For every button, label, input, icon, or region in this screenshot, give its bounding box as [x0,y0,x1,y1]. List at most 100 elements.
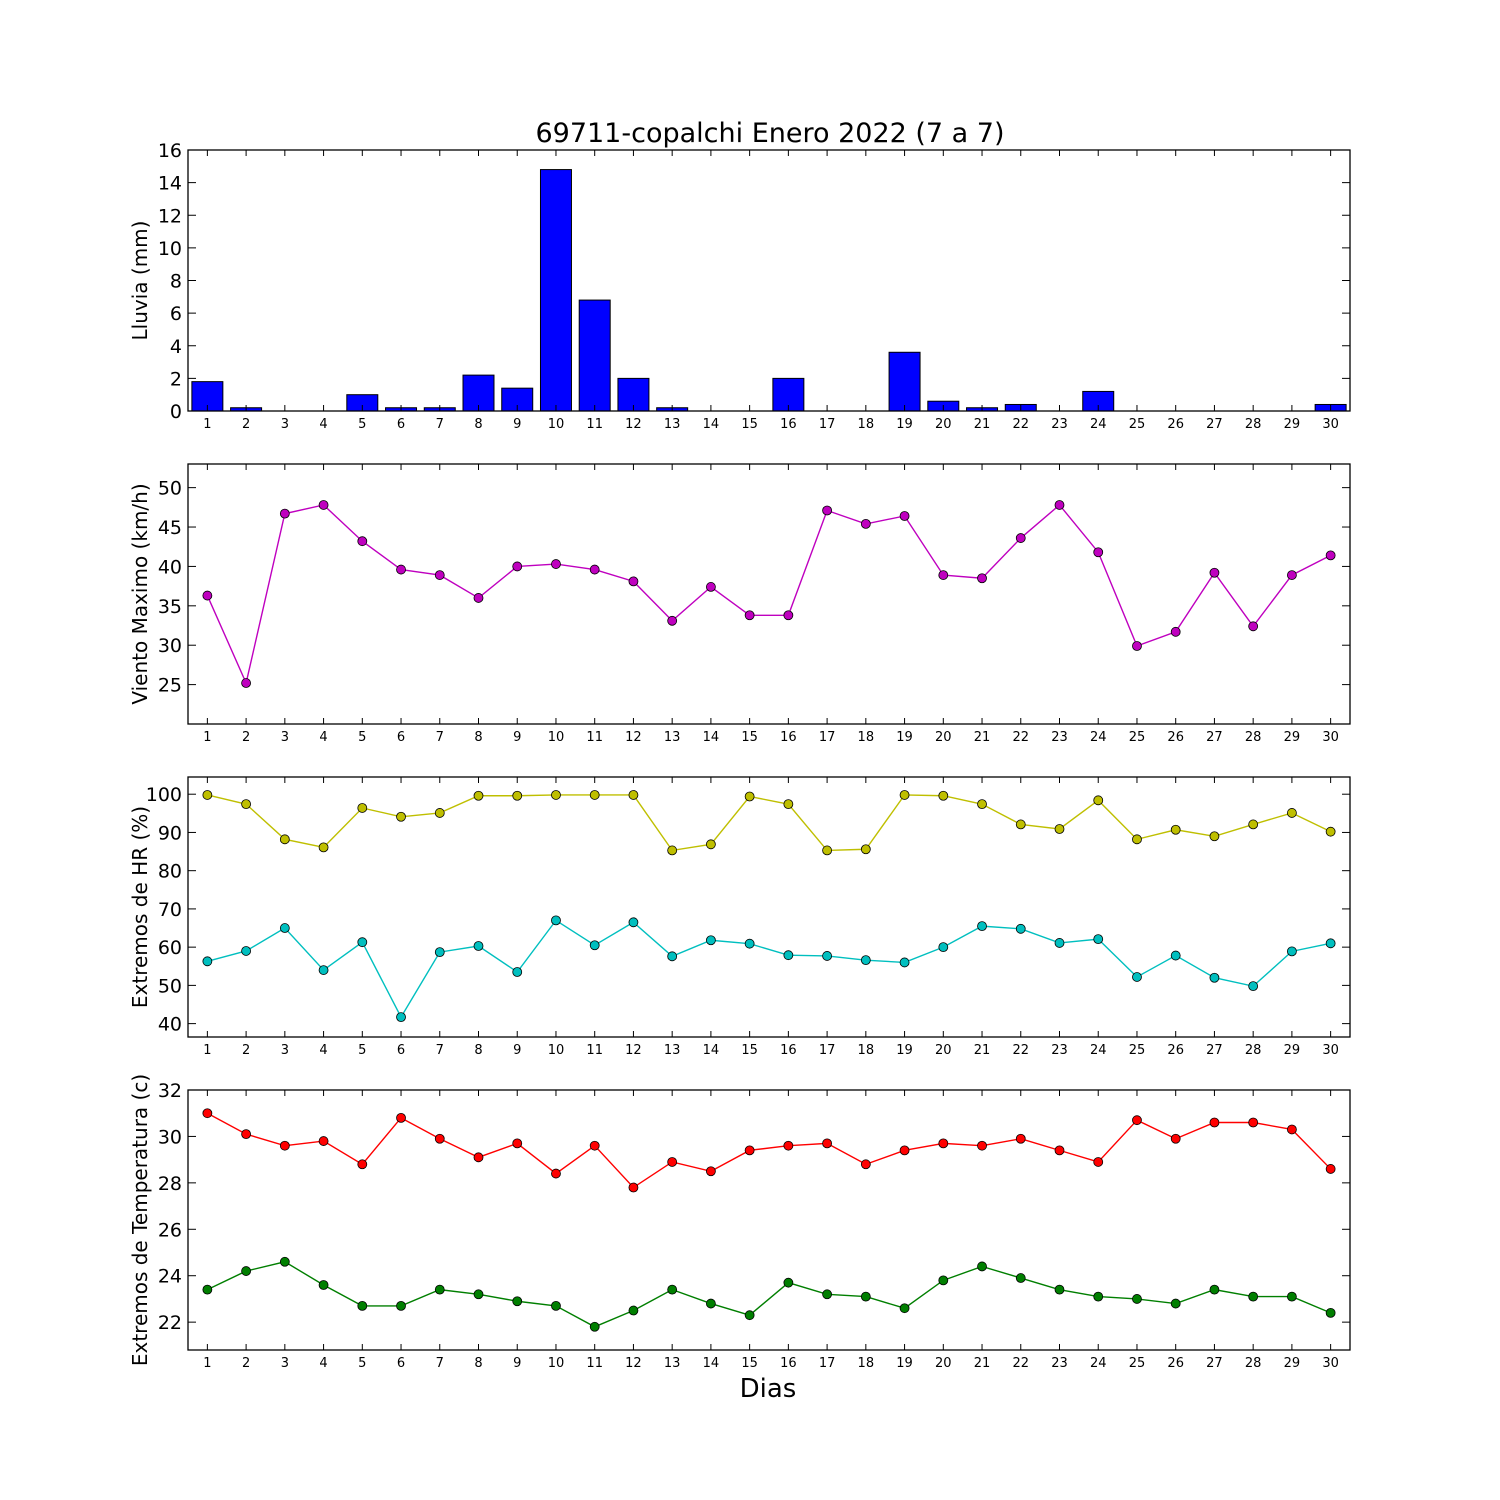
point-series1-day-9 [512,790,523,801]
axes-frame [187,776,1351,1038]
x-tick-label: 16 [780,730,797,745]
x-tick-label: 29 [1284,730,1301,745]
x-tick-label: 30 [1322,730,1339,745]
x-tick-label: 20 [935,1356,952,1371]
x-tick-label: 12 [625,730,642,745]
x-tick-label: 3 [281,730,289,745]
y-tick-label: 35 [158,596,182,618]
point-series1-day-5 [357,803,368,813]
point-series1-day-3 [279,508,290,519]
x-tick-label: 2 [242,1356,250,1371]
point-series2-day-17 [822,951,832,961]
x-tick-label: 1 [203,1356,211,1371]
series-line-1 [207,1112,1332,1189]
point-series2-day-14 [706,935,716,946]
point-series2-day-22 [1015,923,1026,934]
x-tick-label: 2 [242,1043,250,1058]
point-series2-day-11 [589,1321,600,1332]
point-series1-day-5 [357,536,368,547]
x-tick-label: 14 [703,1043,720,1058]
y-tick-label: 60 [158,937,182,959]
point-series2-day-14 [706,1298,716,1309]
x-tick-label: 4 [319,1043,327,1058]
x-tick-label: 21 [974,417,991,432]
point-series2-day-5 [357,937,368,948]
x-tick-label: 1 [203,730,211,745]
x-tick-label: 19 [896,417,913,432]
y-axis-label: Extremos de HR (%) [128,806,152,1008]
point-series1-day-25 [1132,834,1142,845]
y-tick-label: 100 [146,784,182,806]
x-tick-label: 9 [513,1043,521,1058]
point-series1-day-18 [860,844,871,855]
point-series1-day-6 [396,1112,406,1123]
x-tick-label: 17 [819,730,836,745]
x-tick-label: 27 [1206,1356,1223,1371]
axes-frame [187,1089,1351,1351]
x-tick-label: 21 [974,1043,991,1058]
y-tick-label: 26 [158,1219,182,1241]
x-tick-label: 26 [1167,1043,1184,1058]
x-tick-label: 8 [474,1356,482,1371]
point-series2-day-18 [860,955,871,966]
y-tick-label: 25 [158,675,182,697]
point-series2-day-23 [1054,938,1065,948]
x-tick-label: 12 [625,417,642,432]
point-series2-day-3 [279,1256,290,1267]
point-series1-day-23 [1054,824,1065,834]
point-series2-day-2 [241,946,252,956]
x-tick-label: 24 [1090,1043,1107,1058]
point-series2-day-3 [279,923,290,933]
point-series1-day-1 [202,1108,213,1119]
bar-day-11 [578,299,611,412]
x-tick-label: 8 [474,417,482,432]
x-tick-label: 7 [436,1356,444,1371]
x-tick-label: 15 [741,1356,758,1371]
x-tick-label: 11 [586,1043,603,1058]
series-line-1 [206,503,1331,686]
point-series1-day-27 [1209,567,1220,578]
x-tick-label: 28 [1245,417,1262,432]
point-series2-day-25 [1132,1294,1142,1304]
point-series1-day-13 [667,615,678,626]
point-series2-day-21 [977,921,987,932]
x-tick-label: 7 [436,1043,444,1058]
x-tick-label: 17 [819,417,836,432]
y-tick-label: 40 [158,556,182,578]
point-series1-day-27 [1209,831,1220,842]
point-series1-day-30 [1325,550,1336,561]
point-series1-day-25 [1132,641,1142,651]
x-tick-label: 8 [474,1043,482,1058]
y-tick-label: 40 [158,1014,182,1036]
point-series2-day-17 [822,1289,832,1300]
x-tick-label: 4 [319,1356,327,1371]
x-tick-label: 14 [703,417,720,432]
x-tick-label: 22 [1012,1043,1029,1058]
point-series1-day-9 [512,1138,523,1149]
x-tick-label: 7 [436,417,444,432]
point-series2-day-8 [473,941,484,951]
point-series2-day-24 [1093,1291,1104,1302]
y-tick-label: 30 [158,635,182,657]
x-tick-label: 20 [935,417,952,432]
point-series1-day-26 [1170,824,1181,835]
y-tick-label: 70 [158,899,182,921]
y-tick-label: 2 [170,368,182,390]
point-series2-day-21 [977,1261,987,1272]
x-tick-label: 6 [397,1356,405,1371]
x-tick-label: 13 [664,417,681,432]
point-series1-day-14 [706,839,716,850]
x-tick-label: 10 [548,417,565,432]
y-tick-label: 32 [158,1080,182,1102]
point-series1-day-16 [783,799,794,810]
x-tick-label: 28 [1245,1356,1262,1371]
point-series1-day-6 [396,564,406,575]
y-tick-label: 45 [158,517,182,539]
x-tick-label: 30 [1322,1356,1339,1371]
point-series1-day-4 [318,500,329,510]
point-series1-day-14 [706,1166,716,1177]
point-series1-day-19 [899,790,910,800]
x-tick-label: 21 [974,1356,991,1371]
x-tick-label: 9 [513,730,521,745]
